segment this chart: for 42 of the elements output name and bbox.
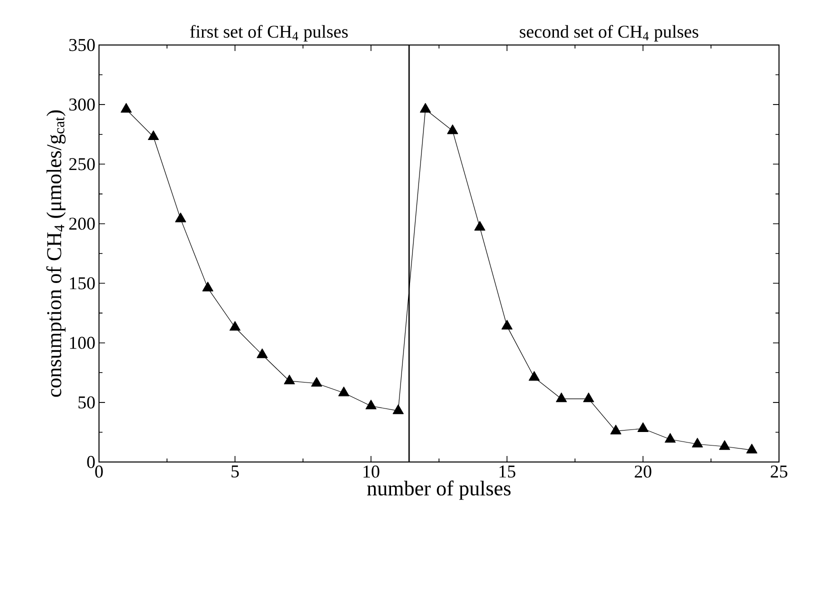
text: second set of CH$_{4}$ pulses [520,24,698,42]
point [746,444,758,454]
point [719,440,730,450]
point [420,103,431,113]
y-tick-label: 100 [70,336,95,349]
x-tick-label: 5 [232,466,239,478]
y-tick-label: 150 [70,277,95,290]
point [664,433,676,443]
point [311,377,322,387]
point [528,371,540,381]
text: first set of CH$_{4}$ pulses [190,24,348,42]
point [692,438,703,448]
point [583,392,594,402]
point [284,374,295,384]
point [148,130,159,140]
x-axis-title: number of pulses [367,480,511,500]
y-tick-label: 200 [69,218,95,230]
point [175,212,186,222]
y-tick-label: 0 [87,456,95,468]
point [474,220,486,231]
y-axis-title: consumption of CH$_{4}$ (μmoles/g$_{cat}$) [46,110,66,397]
point [638,422,649,432]
x-tick-label: 15 [500,466,516,478]
x-tick-label: 25 [770,466,788,478]
x-tick-label: 10 [364,466,380,478]
point [610,424,622,434]
point [120,103,132,113]
y-tick-label: 50 [78,396,95,408]
point [502,320,512,330]
point [392,404,404,414]
point [256,348,268,358]
point [366,400,376,410]
point [556,392,567,402]
point [230,321,240,331]
point [202,282,214,292]
point [447,124,458,134]
y-tick-label: 250 [69,158,95,170]
y-tick-label: 300 [69,98,95,111]
x-tick-label: 20 [634,466,652,478]
y-tick-label: 350 [69,38,95,52]
point [338,386,350,396]
x-tick-label: 0 [95,466,103,478]
